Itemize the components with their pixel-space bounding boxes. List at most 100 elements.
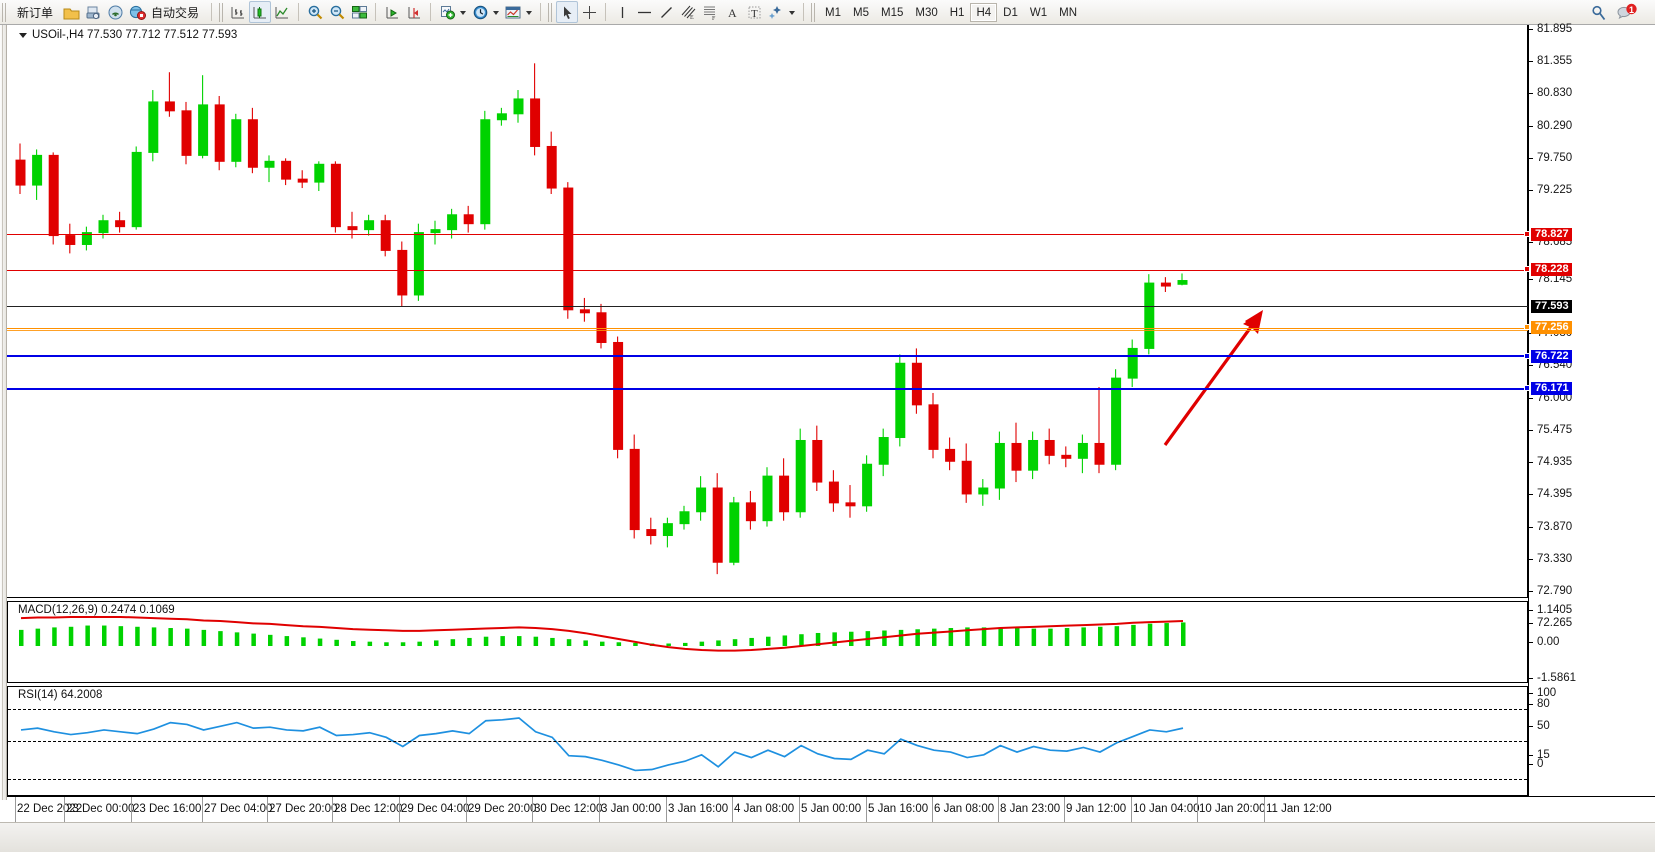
time-tick-divider (399, 797, 400, 823)
macd-histogram-bar (683, 642, 688, 646)
objects-dropdown-caret[interactable] (789, 11, 796, 15)
objects-icon[interactable] (765, 1, 787, 23)
trendline-icon[interactable] (655, 1, 677, 23)
level-handle[interactable] (1524, 385, 1530, 391)
timeframe-m15[interactable]: M15 (881, 6, 904, 19)
toolbar-grip-4[interactable] (811, 2, 817, 22)
time-axis[interactable]: 22 Dec 2022 23 Dec 00:00 23 Dec 16:00 27 De… (7, 796, 1655, 823)
macd-histogram-bar (201, 629, 207, 646)
timeframe-mn[interactable]: MN (1059, 6, 1077, 19)
level-handle[interactable] (1524, 324, 1530, 330)
timeframe-m30[interactable]: M30 (915, 6, 938, 19)
horizontal-line-icon[interactable] (633, 1, 655, 23)
price-tag-76171[interactable]: 76.171 (1531, 382, 1572, 395)
macd-histogram-bar (334, 639, 339, 646)
price-pane[interactable]: USOil-,H4 77.530 77.712 77.512 77.593 (7, 25, 1528, 598)
candle (247, 107, 258, 174)
price-tag-77256[interactable]: 77.256 (1531, 321, 1572, 334)
indicators-dropdown-caret[interactable] (460, 11, 467, 15)
candle (32, 149, 43, 200)
resistance-line-78228[interactable] (7, 270, 1528, 271)
chevron-down-icon[interactable] (19, 32, 27, 38)
cursor-icon[interactable] (556, 1, 579, 23)
price-tag-76722[interactable]: 76.722 (1531, 350, 1572, 363)
signal-icon[interactable] (104, 1, 126, 23)
time-tick-label: 10 Jan 04:00 (1133, 803, 1200, 815)
support-line-76722[interactable] (7, 355, 1528, 357)
folder-icon[interactable] (60, 1, 82, 23)
macd-histogram-bar (932, 628, 937, 646)
price-tag-78827[interactable]: 78.827 (1531, 228, 1572, 241)
macd-histogram-bar (1164, 623, 1169, 646)
alerts-icon[interactable]: 1 (1615, 3, 1639, 23)
level-handle[interactable] (1524, 353, 1530, 359)
candlestick-chart-icon[interactable] (249, 1, 272, 23)
timeframe-w1[interactable]: W1 (1029, 6, 1048, 19)
zoom-out-icon[interactable] (326, 1, 348, 23)
templates-icon[interactable] (502, 1, 524, 23)
macd-histogram-bar (749, 637, 754, 646)
search-icon[interactable] (1590, 4, 1608, 22)
candle (945, 437, 956, 471)
notification-count: 1 (1629, 5, 1634, 15)
toolbar-grip[interactable] (2, 2, 7, 22)
equidistant-channel-icon[interactable]: E (677, 1, 699, 23)
period-clock-icon[interactable] (469, 1, 491, 23)
candle (198, 75, 209, 159)
chart-left-grip[interactable] (0, 25, 7, 800)
candle (463, 205, 474, 233)
macd-pane[interactable]: MACD(12,26,9) 0.2474 0.1069 (7, 601, 1528, 683)
text-label-icon[interactable]: T (743, 1, 765, 23)
candle (413, 223, 424, 301)
timeframe-d1[interactable]: D1 (1003, 6, 1018, 19)
tile-windows-icon[interactable] (348, 1, 370, 23)
candle (563, 182, 574, 319)
toolbar-grip-3[interactable] (548, 2, 554, 22)
line-chart-icon[interactable] (271, 1, 293, 23)
macd-histogram-bar (533, 636, 539, 646)
rsi-pane[interactable]: RSI(14) 64.2008 (7, 686, 1528, 796)
templates-dropdown-caret[interactable] (526, 11, 533, 15)
macd-histogram-bar (467, 637, 472, 646)
shift-end-icon[interactable] (381, 1, 403, 23)
new-order-button[interactable]: 新订单 (10, 1, 60, 23)
candle (596, 303, 607, 349)
support-line-76171[interactable] (7, 388, 1528, 390)
fibonacci-icon[interactable]: F (699, 1, 721, 23)
autotrade-label: 自动交易 (151, 5, 200, 20)
timeframe-m5[interactable]: M5 (853, 6, 869, 19)
candle (1144, 274, 1155, 355)
candle (978, 479, 989, 506)
period-dropdown-caret[interactable] (493, 11, 500, 15)
autotrade-button[interactable]: 自动交易 (126, 1, 206, 23)
bar-chart-icon[interactable] (227, 1, 249, 23)
zoom-in-icon[interactable] (304, 1, 326, 23)
crosshair-icon[interactable] (578, 1, 600, 23)
main-toolbar: 新订单 自动交易 (0, 0, 1655, 25)
macd-histogram-bar (284, 636, 290, 646)
level-handle[interactable] (1524, 266, 1530, 272)
svg-text:A: A (728, 6, 737, 20)
time-tick-divider (1064, 797, 1065, 823)
print-preview-icon[interactable] (82, 1, 104, 23)
macd-histogram-bar (882, 630, 887, 646)
candle (65, 223, 76, 254)
timeframe-m1[interactable]: M1 (825, 6, 842, 19)
toolbar-grip-2[interactable] (219, 2, 225, 22)
price-axis[interactable]: 81.895 81.355 80.830 80.290 79.750 79.225 78.6… (1524, 23, 1655, 796)
vertical-line-icon[interactable] (611, 1, 633, 23)
pivot-line-77256[interactable] (7, 328, 1528, 329)
price-tag-77593[interactable]: 77.593 (1531, 300, 1572, 313)
svg-text:F: F (712, 16, 716, 21)
text-icon[interactable]: A (721, 1, 743, 23)
resistance-line-78827[interactable] (7, 234, 1528, 235)
time-tick-divider (202, 797, 203, 823)
macd-histogram-bar (19, 629, 24, 646)
time-tick-label: 5 Jan 00:00 (801, 803, 862, 815)
timeframe-h1[interactable]: H1 (949, 6, 965, 19)
level-handle[interactable] (1524, 231, 1530, 237)
auto-scroll-icon[interactable] (403, 1, 425, 23)
price-tag-78228[interactable]: 78.228 (1531, 263, 1572, 276)
indicators-icon[interactable] (436, 1, 458, 23)
timeframe-h4[interactable]: H4 (970, 2, 998, 22)
